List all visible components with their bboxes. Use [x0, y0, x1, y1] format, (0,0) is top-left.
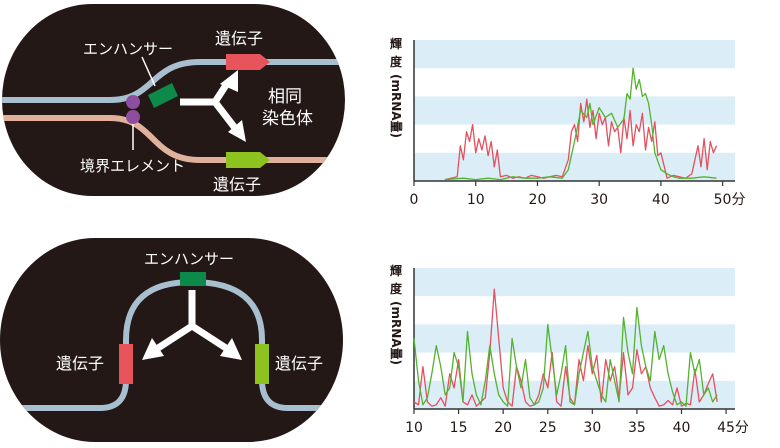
enhancer-block-top — [148, 83, 178, 108]
enhancer-pointer — [141, 56, 156, 87]
x-tick-label: 40 — [673, 420, 691, 436]
x-tick-label: 50分 — [714, 192, 746, 208]
series-red — [413, 288, 718, 407]
y-label-char-1: 輝 — [390, 263, 402, 278]
chart-band — [414, 40, 735, 69]
x-tick-label: 15 — [450, 420, 468, 436]
gene-green-right — [255, 344, 269, 384]
chart-band — [414, 324, 735, 353]
x-tick-label: 20 — [529, 192, 547, 208]
arrow-head-down — [228, 120, 246, 142]
gene-label-left: 遺伝子 — [56, 354, 104, 373]
homolog-label-2: 染色体 — [262, 109, 313, 129]
arrow-head-right — [220, 338, 242, 360]
arrow-enhancer-to-genes — [180, 80, 238, 131]
arrow-head-up — [220, 70, 238, 92]
series-red — [444, 98, 718, 181]
x-tick-label: 10 — [405, 420, 423, 436]
x-tick-label: 35 — [628, 420, 646, 436]
x-tick-label: 10 — [467, 192, 485, 208]
gene-label-bottom: 遺伝子 — [213, 175, 261, 194]
chart-band — [414, 268, 735, 297]
arrow-head-left — [142, 338, 164, 360]
insulator-dot-lower — [126, 110, 140, 124]
series-green — [413, 306, 718, 407]
series-green — [444, 67, 717, 181]
insulator-dot-upper — [126, 95, 140, 109]
y-label-rest: (mRNA量) — [389, 74, 403, 138]
homolog-label-1: 相同 — [268, 87, 302, 107]
insulator-label: 境界エレメント — [80, 157, 185, 175]
arrow-tri — [153, 290, 231, 353]
x-tick-label: 0 — [410, 192, 419, 208]
bottom-chart: 10 15 20 25 30 35 40 45分 輝度 (mRNA量) — [389, 263, 749, 436]
gene-green-bottom — [226, 152, 270, 168]
x-tick-label: 25 — [539, 420, 557, 436]
enhancer-label-bottom: エンハンサー — [144, 250, 234, 268]
chart-band — [414, 152, 735, 181]
x-tick-label: 20 — [494, 420, 512, 436]
y-label-char-1: 輝 — [390, 36, 402, 51]
x-tick-label: 40 — [652, 192, 670, 208]
top-chart: 0 10 20 30 40 50分 輝度 (mRNA量) — [389, 36, 745, 208]
enhancer-label-top: エンハンサー — [83, 40, 173, 58]
top-oval — [2, 4, 345, 196]
y-label-rest: (mRNA量) — [389, 301, 403, 365]
y-label-char-2: 度 — [390, 281, 403, 296]
x-tick-label: 30 — [583, 420, 601, 436]
top-diagram: エンハンサー 境界エレメント 遺伝子 遺伝子 相同 染色体 — [2, 4, 345, 196]
bottom-diagram: エンハンサー 遺伝子 遺伝子 — [0, 238, 343, 442]
gene-label-right: 遺伝子 — [275, 354, 323, 373]
y-label-char-2: 度 — [390, 54, 403, 69]
gene-red-left — [119, 344, 133, 384]
lower-chromosome — [2, 115, 345, 163]
chart-band — [414, 96, 735, 125]
gene-label-top: 遺伝子 — [215, 29, 263, 48]
gene-red-top — [226, 54, 270, 70]
x-tick-label: 30 — [590, 192, 608, 208]
enhancer-block-bottom — [180, 272, 206, 286]
x-tick-label: 45分 — [717, 420, 749, 436]
